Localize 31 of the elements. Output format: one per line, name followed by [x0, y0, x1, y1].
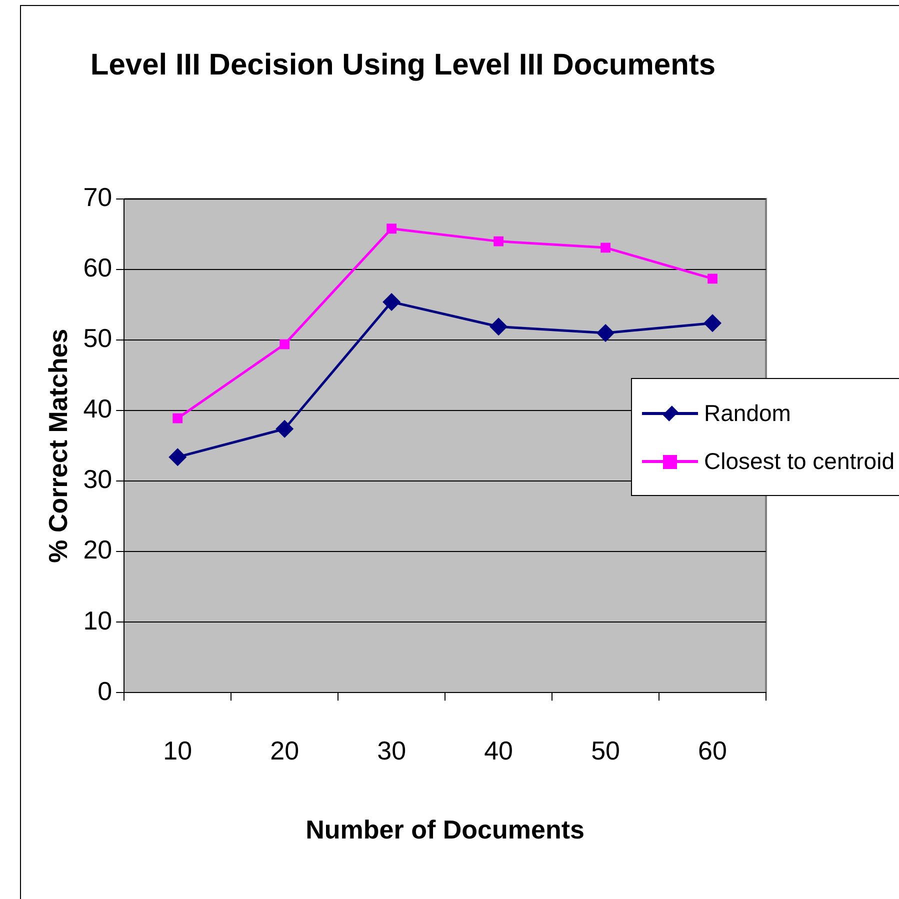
x-axis-title: Number of Documents	[306, 814, 584, 845]
x-tick-label: 10	[163, 735, 192, 766]
y-tick-label: 60	[83, 252, 112, 283]
x-tick-label: 30	[377, 735, 406, 766]
y-tick-label: 50	[83, 323, 112, 354]
y-tick-label: 20	[83, 534, 112, 565]
point	[494, 236, 504, 246]
y-tick-label: 0	[98, 676, 112, 706]
point	[386, 224, 397, 234]
y-tick-label: 10	[83, 605, 112, 636]
point	[600, 242, 610, 253]
y-tick-label: 30	[83, 464, 112, 494]
y-tick-label: 70	[83, 182, 112, 212]
point	[172, 413, 183, 424]
point	[596, 324, 615, 342]
point	[704, 314, 722, 332]
legend-label: Random	[704, 400, 791, 426]
x-tick-label: 40	[484, 735, 514, 766]
point	[382, 292, 401, 311]
legend-label: Closest to centroid	[704, 448, 894, 474]
point	[280, 339, 290, 350]
x-tick-label: 20	[270, 735, 300, 766]
chart-title: Level III Decision Using Level III Documents	[90, 48, 716, 82]
x-tick-label: 60	[698, 735, 727, 766]
point	[168, 448, 187, 466]
y-axis-title: % Correct Matches	[42, 328, 73, 563]
y-tick-label: 40	[83, 394, 112, 424]
point	[276, 420, 294, 438]
point	[490, 318, 508, 336]
x-tick-label: 50	[591, 735, 620, 766]
point	[708, 274, 718, 284]
